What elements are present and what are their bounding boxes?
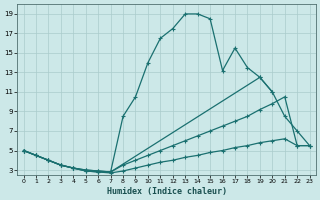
X-axis label: Humidex (Indice chaleur): Humidex (Indice chaleur) — [107, 187, 227, 196]
